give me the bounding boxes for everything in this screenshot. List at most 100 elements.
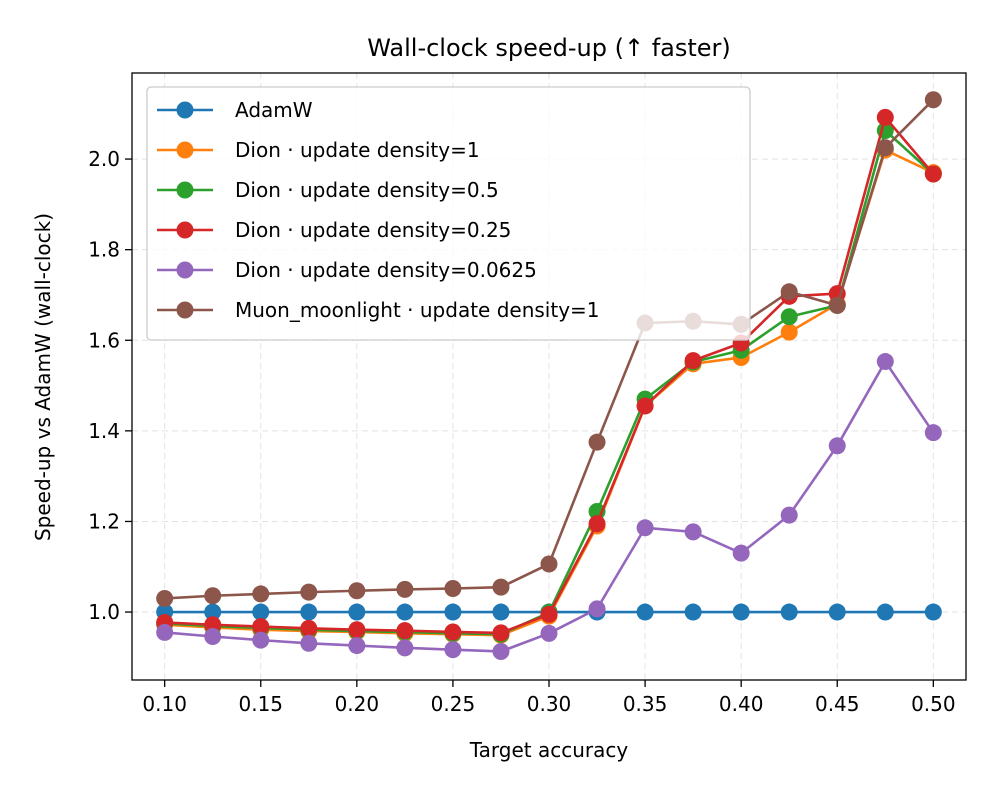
data-point: [684, 603, 702, 621]
data-point: [684, 352, 702, 370]
data-point: [636, 603, 654, 621]
x-tick-label: 0.40: [719, 692, 764, 716]
legend-label: Muon_moonlight · update density=1: [235, 298, 600, 322]
data-point: [876, 108, 894, 126]
legend-marker: [176, 141, 194, 159]
chart-title: Wall-clock speed-up (↑ faster): [367, 34, 731, 62]
y-tick-label: 2.0: [88, 147, 120, 171]
data-point: [540, 605, 558, 623]
data-point: [348, 621, 366, 639]
data-point: [636, 519, 654, 537]
x-tick-label: 0.30: [527, 692, 572, 716]
data-point: [348, 637, 366, 655]
data-point: [204, 603, 222, 621]
data-point: [924, 165, 942, 183]
data-point: [396, 622, 414, 640]
x-tick-label: 0.45: [815, 692, 860, 716]
legend-entry: Dion · update density=0.0625: [157, 258, 537, 282]
data-point: [780, 323, 798, 341]
y-axis-ticks: 1.0 1.2 1.4 1.6 1.8 2.0: [88, 147, 132, 624]
data-point: [684, 523, 702, 541]
y-tick-label: 1.2: [88, 509, 120, 533]
legend-marker: [176, 101, 194, 119]
data-point: [732, 603, 750, 621]
data-point: [588, 600, 606, 618]
data-point: [540, 555, 558, 573]
data-point: [348, 603, 366, 621]
data-point: [924, 603, 942, 621]
x-tick-label: 0.35: [623, 692, 668, 716]
data-point: [780, 308, 798, 326]
data-point: [300, 603, 318, 621]
data-point: [300, 619, 318, 637]
legend-entry: Muon_moonlight · update density=1: [157, 298, 600, 322]
x-tick-label: 0.25: [431, 692, 476, 716]
data-point: [780, 603, 798, 621]
y-axis-label: Speed-up vs AdamW (wall-clock): [31, 213, 55, 541]
series-5: [156, 91, 942, 607]
data-point: [540, 624, 558, 642]
x-tick-label: 0.20: [335, 692, 380, 716]
data-point: [588, 515, 606, 533]
data-point: [252, 585, 270, 603]
y-tick-label: 1.4: [88, 419, 120, 443]
legend-marker: [176, 261, 194, 279]
data-point: [780, 283, 798, 301]
data-point: [396, 603, 414, 621]
y-tick-label: 1.6: [88, 328, 120, 352]
x-tick-label: 0.15: [238, 692, 283, 716]
x-tick-label: 0.10: [142, 692, 187, 716]
legend-box: [146, 86, 751, 341]
legend-entry: AdamW: [157, 98, 313, 122]
data-point: [204, 628, 222, 646]
y-tick-label: 1.8: [88, 238, 120, 262]
data-point: [492, 642, 510, 660]
data-point: [492, 578, 510, 596]
x-tick-label: 0.50: [911, 692, 956, 716]
data-point: [876, 139, 894, 157]
data-point: [444, 579, 462, 597]
legend-marker: [176, 221, 194, 239]
data-point: [492, 603, 510, 621]
data-point: [636, 397, 654, 415]
data-point: [780, 506, 798, 524]
y-tick-label: 1.0: [88, 600, 120, 624]
data-point: [828, 437, 846, 455]
series-4: [156, 353, 942, 660]
data-point: [156, 589, 174, 607]
legend-label: Dion · update density=0.0625: [235, 258, 537, 282]
legend-marker: [176, 301, 194, 319]
data-point: [924, 91, 942, 109]
x-axis-ticks: 0.10 0.15 0.20 0.25 0.30 0.35 0.40 0.45 0.50: [142, 680, 956, 716]
data-point: [252, 618, 270, 636]
legend-marker: [176, 181, 194, 199]
series-layer: [156, 91, 942, 660]
data-point: [588, 433, 606, 451]
data-point: [444, 603, 462, 621]
data-point: [252, 603, 270, 621]
legend-entry: Dion · update density=0.25: [157, 218, 511, 242]
x-axis-label: Target accuracy: [469, 738, 629, 762]
legend-label: Dion · update density=0.25: [235, 218, 511, 242]
data-point: [444, 641, 462, 659]
legend-entry: Dion · update density=0.5: [157, 178, 499, 202]
data-point: [396, 639, 414, 657]
data-point: [396, 580, 414, 598]
data-point: [204, 587, 222, 605]
legend-label: AdamW: [235, 98, 313, 122]
data-point: [300, 634, 318, 652]
legend-label: Dion · update density=0.5: [235, 178, 499, 202]
data-point: [924, 424, 942, 442]
data-point: [828, 296, 846, 314]
data-point: [348, 582, 366, 600]
data-point: [156, 623, 174, 641]
legend: AdamW Dion · update density=1 Dion · updat…: [146, 86, 751, 341]
data-point: [492, 624, 510, 642]
data-point: [300, 583, 318, 601]
data-point: [828, 603, 846, 621]
legend-label: Dion · update density=1: [235, 138, 480, 162]
data-point: [876, 353, 894, 371]
data-point: [876, 603, 894, 621]
data-point: [444, 623, 462, 641]
